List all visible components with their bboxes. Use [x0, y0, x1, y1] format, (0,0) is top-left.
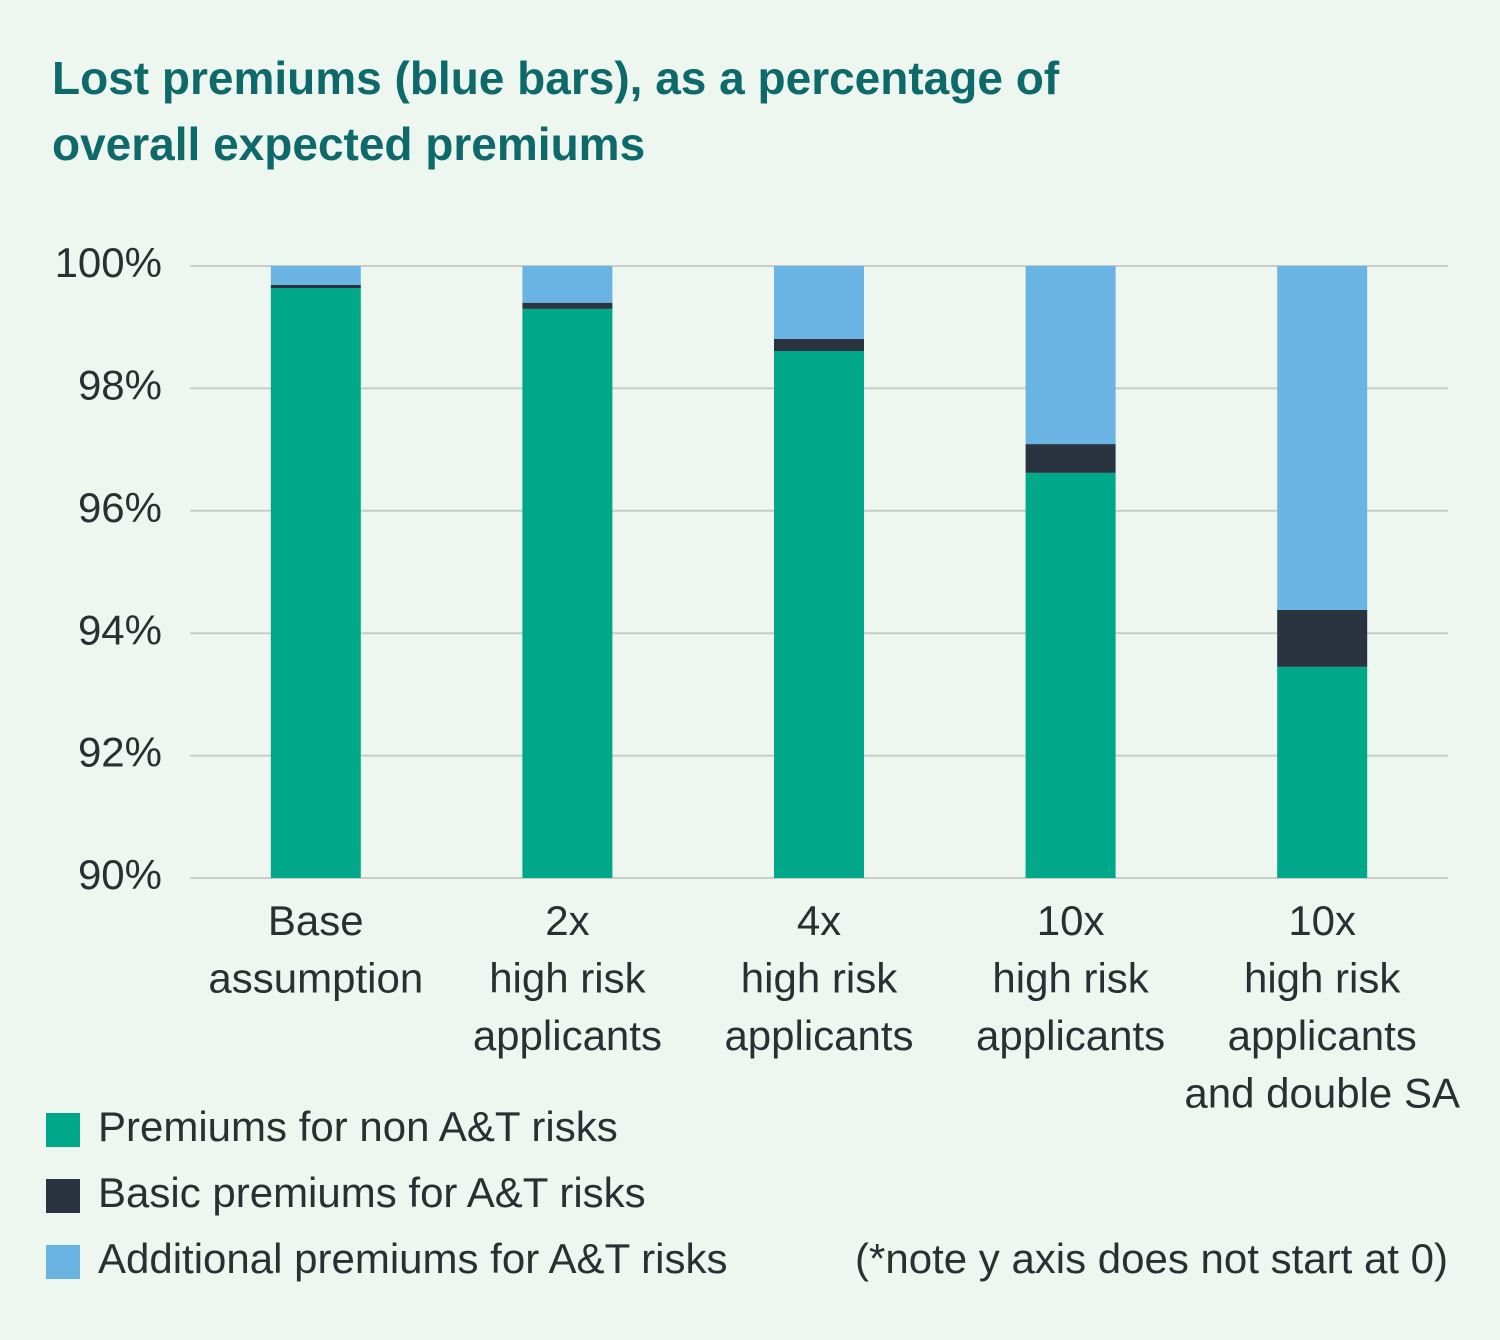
x-tick-label: 10x: [1288, 897, 1356, 944]
bar-segment: [774, 338, 864, 352]
legend-swatch: [46, 1113, 80, 1147]
x-tick-label: applicants: [976, 1012, 1165, 1059]
bar-segment: [522, 308, 613, 879]
bar-segment: [1025, 472, 1116, 878]
x-tick-label: 10x: [1037, 897, 1105, 944]
x-tick-label: applicants: [1228, 1012, 1417, 1059]
x-tick-label: high risk: [741, 955, 898, 1002]
bar-segment: [774, 351, 864, 878]
y-tick-label: 90%: [78, 851, 162, 898]
x-tick-label: assumption: [208, 955, 423, 1002]
bar-segment: [270, 266, 361, 285]
bar-segment: [1277, 609, 1368, 667]
x-tick-label: applicants: [724, 1012, 913, 1059]
x-tick-label: high risk: [489, 955, 646, 1002]
legend-label: Basic premiums for A&T risks: [98, 1169, 646, 1216]
bar-segment: [270, 284, 361, 289]
bar-segment: [774, 266, 864, 339]
x-tick-label: high risk: [1244, 955, 1401, 1002]
legend-label: Additional premiums for A&T risks: [98, 1235, 727, 1282]
bar-segment: [1277, 666, 1368, 878]
legend-swatch: [46, 1245, 80, 1279]
bar-segment: [522, 302, 613, 309]
bar-segment: [270, 288, 361, 879]
x-tick-label: 2x: [545, 897, 589, 944]
x-tick-label: Base: [268, 897, 364, 944]
chart-title: Lost premiums (blue bars), as a percenta…: [52, 52, 1060, 104]
legend-label: Premiums for non A&T risks: [98, 1103, 618, 1150]
bar-segment: [1025, 266, 1116, 445]
x-tick-label: and double SA: [1184, 1070, 1460, 1117]
x-tick-label: 4x: [797, 897, 841, 944]
x-tick-label: high risk: [992, 955, 1149, 1002]
y-tick-label: 92%: [78, 729, 162, 776]
bar-segment: [522, 266, 613, 303]
bar-segment: [1277, 266, 1368, 610]
chart-title: overall expected premiums: [52, 118, 645, 170]
y-tick-label: 100%: [55, 239, 162, 286]
legend-swatch: [46, 1179, 80, 1213]
y-tick-label: 96%: [78, 484, 162, 531]
x-tick-label: applicants: [473, 1012, 662, 1059]
bar-segment: [1025, 444, 1116, 473]
y-tick-label: 94%: [78, 606, 162, 653]
y-tick-label: 98%: [78, 361, 162, 408]
note: (*note y axis does not start at 0): [855, 1235, 1448, 1282]
